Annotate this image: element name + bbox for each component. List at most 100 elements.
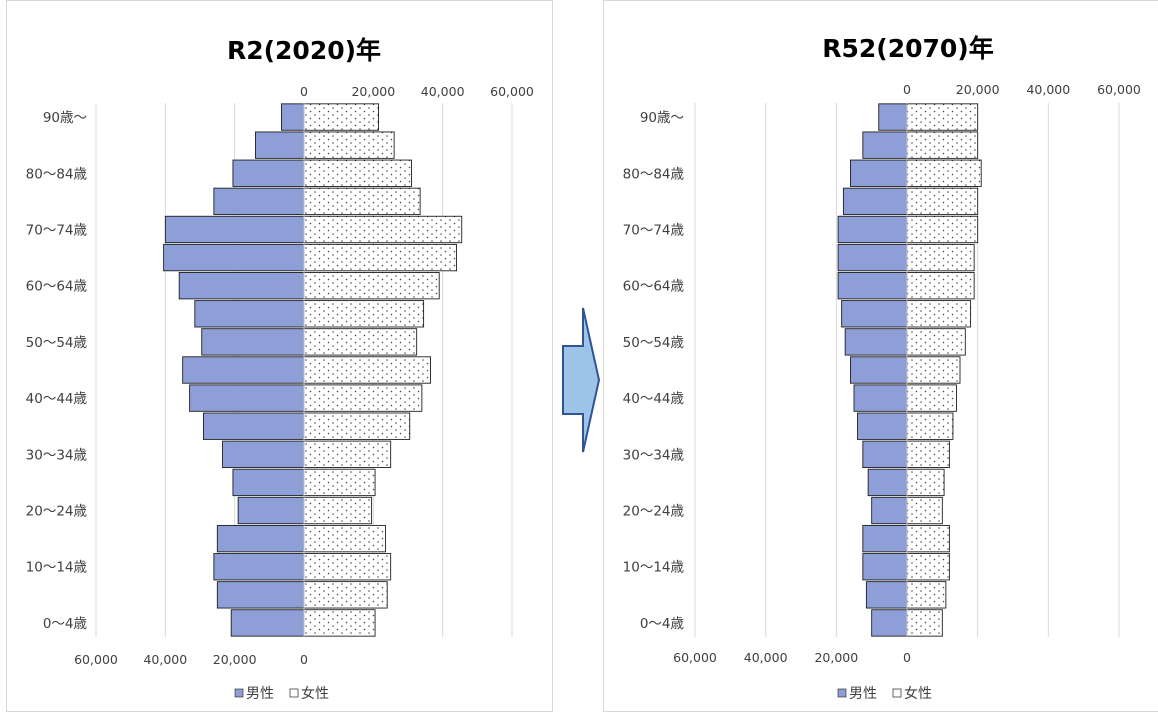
age-label: 50〜54歳 <box>623 335 685 351</box>
top-tick-label: 0 <box>300 84 308 99</box>
age-label: 0〜4歳 <box>640 616 685 632</box>
bar-female <box>906 328 966 356</box>
bar-female <box>906 609 943 637</box>
bar-female <box>906 300 972 328</box>
bar-female <box>303 272 440 300</box>
bar-female <box>303 159 412 187</box>
age-label: 30〜34歳 <box>26 447 88 463</box>
bar-male <box>232 159 305 187</box>
legend-swatch-female <box>892 688 902 698</box>
top-tick-label: 0 <box>903 82 911 97</box>
bar-female <box>303 553 392 581</box>
age-label: 20〜24歳 <box>623 504 685 520</box>
age-label: 80〜84歳 <box>26 166 88 182</box>
top-tick-label: 20,000 <box>351 84 395 99</box>
top-tick-label: 60,000 <box>490 84 534 99</box>
bar-female <box>303 328 418 356</box>
bar-male <box>194 300 305 328</box>
bottom-tick-label: 0 <box>300 652 308 667</box>
bar-male <box>213 187 305 216</box>
bottom-tick-label: 20,000 <box>213 652 257 667</box>
bar-female <box>906 384 957 412</box>
bar-female <box>906 440 950 468</box>
bar-male <box>850 356 908 384</box>
bar-male <box>844 328 908 356</box>
bar-female <box>906 412 954 440</box>
bar-female <box>303 215 463 244</box>
legend-label-female: 女性 <box>301 685 329 702</box>
bar-female <box>303 300 425 328</box>
bar-male <box>164 215 305 244</box>
bar-male <box>857 412 908 440</box>
age-label: 30〜34歳 <box>623 447 685 463</box>
bar-male <box>867 468 908 497</box>
age-label: 90歳〜 <box>640 110 684 126</box>
age-label: 40〜44歳 <box>623 391 685 407</box>
bar-female <box>906 131 979 159</box>
bar-male <box>201 328 305 356</box>
bar-female <box>906 159 982 187</box>
age-label: 40〜44歳 <box>26 391 88 407</box>
bar-female <box>303 581 388 609</box>
bar-male <box>878 103 908 131</box>
bottom-tick-label: 60,000 <box>673 650 717 665</box>
bar-female <box>906 243 975 272</box>
bottom-tick-label: 60,000 <box>74 652 118 667</box>
bar-female <box>906 553 950 581</box>
bar-female <box>906 187 979 216</box>
age-label: 10〜14歳 <box>26 560 88 576</box>
bar-female <box>303 609 376 637</box>
bar-male <box>841 300 908 328</box>
top-tick-label: 20,000 <box>956 82 1000 97</box>
chart-title: R2(2020)年 <box>227 36 381 65</box>
bar-male <box>862 524 908 553</box>
bar-male <box>232 468 305 497</box>
bar-female <box>906 272 975 300</box>
bar-male <box>862 131 908 159</box>
bar-male <box>837 215 908 244</box>
bar-female <box>303 243 457 272</box>
bar-male <box>237 496 305 525</box>
chart-panel-2020: R2(2020)年 0〜4歳 10〜14歳 20〜24歳 30〜34歳 40〜44歳 50… <box>6 0 553 712</box>
population-pyramid-2070: R52(2070)年 0〜4歳 10〜14歳 20〜24歳 30〜34歳 40〜44歳 5… <box>623 34 1141 702</box>
bar-female <box>303 496 373 525</box>
top-tick-label: 60,000 <box>1097 82 1141 97</box>
chart-title: R52(2070)年 <box>822 34 993 63</box>
bar-male <box>871 496 908 525</box>
age-label: 50〜54歳 <box>26 335 88 351</box>
right-arrow-icon <box>562 307 601 453</box>
bar-male <box>862 440 908 468</box>
bar-male <box>230 609 305 637</box>
bar-female <box>906 215 979 244</box>
bar-male <box>853 384 908 412</box>
top-tick-label: 40,000 <box>1026 82 1070 97</box>
bar-male <box>281 103 305 131</box>
bar-male <box>203 412 305 440</box>
bar-male <box>216 524 305 553</box>
age-label: 10〜14歳 <box>623 560 685 576</box>
bar-female <box>303 440 392 468</box>
top-tick-label: 40,000 <box>421 84 465 99</box>
bar-male <box>163 243 305 272</box>
legend-label-male: 男性 <box>849 686 877 702</box>
legend-label-female: 女性 <box>904 685 932 702</box>
bar-male <box>213 553 305 581</box>
bar-female <box>303 412 411 440</box>
bar-female <box>906 524 950 553</box>
bar-male <box>182 356 305 384</box>
bar-female <box>906 581 947 609</box>
age-label: 80〜84歳 <box>623 166 685 182</box>
bar-female <box>303 356 431 384</box>
population-pyramid-2020: R2(2020)年 0〜4歳 10〜14歳 20〜24歳 30〜34歳 40〜44歳 50… <box>26 36 534 702</box>
bar-male <box>871 609 908 637</box>
bar-male <box>837 243 908 272</box>
bar-male <box>837 272 908 300</box>
age-label: 90歳〜 <box>43 110 87 126</box>
age-label: 70〜74歳 <box>623 222 685 238</box>
bar-male <box>862 553 908 581</box>
legend-swatch-male <box>234 688 244 698</box>
bar-female <box>906 356 961 384</box>
bar-female <box>303 384 423 412</box>
bottom-tick-label: 40,000 <box>143 652 187 667</box>
legend-swatch-male <box>837 688 847 698</box>
